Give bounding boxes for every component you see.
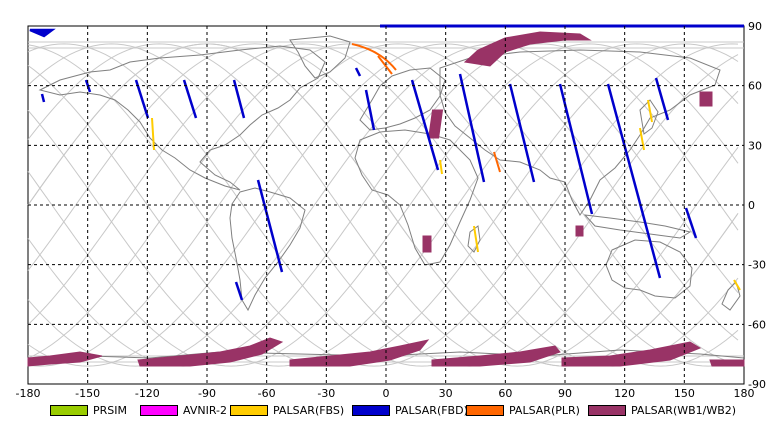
legend-swatch-prism: [50, 404, 88, 416]
lat-tick-label: 60: [748, 80, 762, 93]
lat-tick-label: 0: [748, 199, 755, 212]
fbs-swath-5: [439, 159, 443, 175]
wb-swath-antarctic-5: [561, 341, 702, 367]
fbd-swath-8: [508, 83, 536, 183]
lon-tick-label: -90: [198, 387, 216, 400]
fbd-swath-3: [232, 79, 246, 119]
legend-item-avnir2: AVNIR-2: [140, 402, 227, 418]
new-zealand-coast: [721, 281, 741, 311]
longitude-labels: -180 -150 -120 -90 -60 -30 0 30 60 90 120 150 180: [16, 387, 755, 400]
orbit-track: [27, 43, 739, 367]
lat-tick-label: -90: [748, 378, 766, 391]
wb-swath-antarctic-1: [27, 351, 103, 367]
lat-tick-label: 90: [748, 20, 762, 33]
legend-swatch-palsar-plr: [466, 404, 504, 416]
australia-coast: [605, 239, 693, 299]
fbd-swath-4: [256, 179, 284, 273]
fbd-swath-15: [40, 93, 46, 103]
wb-swath-antarctic-3: [289, 339, 430, 367]
fbs-swath-4: [473, 225, 479, 253]
legend-label-palsar-plr: PALSAR(PLR): [509, 403, 580, 417]
legend-label-palsar-wb: PALSAR(WB1/WB2): [631, 403, 737, 417]
wb-swath-antarctic-2: [137, 337, 284, 367]
asia-coast: [439, 49, 721, 216]
graticule: [28, 26, 744, 384]
lon-tick-label: -180: [16, 387, 41, 400]
wb-swath-europe: [428, 109, 444, 139]
legend-item-palsar-fbs: PALSAR(FBS): [230, 402, 344, 418]
greenland-coast: [289, 35, 351, 79]
fbd-swath-11: [654, 77, 670, 121]
legend-item-palsar-wb: PALSAR(WB1/WB2): [588, 402, 736, 418]
lon-tick-label: 60: [498, 387, 512, 400]
orbit-track: [27, 43, 739, 367]
lon-tick-label: 30: [439, 387, 453, 400]
lon-tick-label: -150: [75, 387, 100, 400]
fbd-swath-2: [182, 79, 198, 119]
lon-tick-label: -60: [258, 387, 276, 400]
lat-tick-label: -60: [748, 318, 766, 331]
latitude-labels: 90 60 30 0 -30 -60 -90: [748, 20, 766, 391]
plr-swaths: [351, 43, 501, 173]
plr-swath-arctic: [351, 43, 397, 71]
lon-tick-label: 0: [383, 387, 390, 400]
fbd-swaths: [29, 24, 744, 301]
wb-swath-indian-ocean: [575, 225, 584, 237]
wb-swath-antarctic-4: [431, 345, 561, 367]
legend-item-palsar-fbd: PALSAR(FBD): [352, 402, 468, 418]
lat-tick-label: -30: [748, 259, 766, 272]
fbd-swath-16: [354, 67, 362, 77]
wb-swath-antarctic-6: [709, 359, 745, 367]
fbd-swath-7: [458, 73, 486, 183]
legend-label-prism: PRSIM: [93, 403, 127, 417]
lon-tick-label: 120: [614, 387, 635, 400]
legend-item-prism: PRSIM: [50, 402, 127, 418]
coastlines: [27, 35, 745, 363]
fbd-swath-5: [364, 89, 376, 131]
lon-tick-label: 150: [674, 387, 695, 400]
legend: PRSIM AVNIR-2 PALSAR(FBS) PALSAR(FBD) PA…: [0, 398, 770, 422]
wb-swath-africa: [422, 235, 432, 253]
wb-swath-siberia: [699, 91, 713, 107]
legend-label-palsar-fbs: PALSAR(FBS): [273, 403, 345, 417]
fbs-swath-2: [647, 99, 653, 123]
fbs-swath-1: [151, 117, 155, 151]
orbit-track: [27, 43, 739, 367]
legend-label-avnir2: AVNIR-2: [183, 403, 227, 417]
lat-tick-label: 30: [748, 139, 762, 152]
orbit-track: [27, 43, 739, 367]
lon-tick-label: 90: [558, 387, 572, 400]
fbd-swath-13: [234, 281, 244, 301]
legend-item-palsar-plr: PALSAR(PLR): [466, 402, 580, 418]
south-america-coast: [229, 187, 306, 312]
wb-swaths: [27, 31, 745, 367]
fbs-swath-3: [639, 127, 645, 151]
fbd-swath-10: [606, 83, 662, 279]
fbd-swath-corner: [29, 28, 56, 38]
fbd-swath-6: [410, 79, 440, 171]
legend-swatch-palsar-fbd: [352, 404, 390, 416]
legend-swatch-palsar-fbs: [230, 404, 268, 416]
orbit-track: [27, 43, 739, 367]
fbd-swath-1: [134, 79, 150, 119]
legend-label-palsar-fbd: PALSAR(FBD): [395, 403, 468, 417]
legend-swatch-avnir2: [140, 404, 178, 416]
lon-tick-label: -30: [317, 387, 335, 400]
europe-coast: [359, 67, 446, 131]
fbs-swaths: [151, 99, 741, 291]
lon-tick-label: 180: [734, 387, 755, 400]
legend-swatch-palsar-wb: [588, 404, 626, 416]
fbs-swath-6: [733, 279, 741, 291]
north-america-coast: [38, 45, 326, 191]
fbd-swath-12: [684, 207, 698, 239]
plr-swath-cross: [377, 55, 393, 75]
lon-tick-label: -120: [135, 387, 160, 400]
plr-swath-mideast: [493, 151, 501, 173]
wb-swath-arctic: [463, 31, 592, 67]
